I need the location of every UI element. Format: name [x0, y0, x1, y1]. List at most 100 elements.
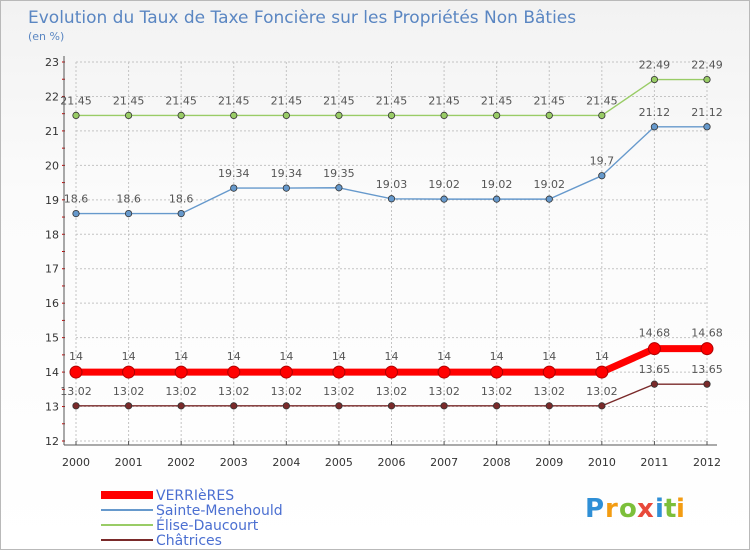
- data-point: [387, 111, 396, 120]
- y-tick-label: 16: [45, 297, 59, 310]
- y-tick-label: 13: [45, 401, 59, 414]
- x-tick-label: 2012: [693, 456, 721, 469]
- logo-letter: o: [619, 494, 637, 524]
- data-point: [387, 402, 396, 410]
- data-label: 18.6: [64, 193, 89, 206]
- data-label: 14: [490, 350, 504, 363]
- data-point: [650, 380, 659, 388]
- data-point: [650, 75, 659, 84]
- data-point: [647, 342, 661, 356]
- data-label: 18.6: [169, 193, 194, 206]
- data-point: [335, 111, 343, 120]
- data-label: 13.02: [534, 385, 566, 398]
- data-point: [545, 402, 553, 410]
- data-label: 21.45: [271, 94, 303, 107]
- data-label: 13.65: [639, 363, 671, 376]
- data-label: 14.68: [639, 327, 671, 340]
- data-label: 19.02: [481, 178, 513, 191]
- data-label: 13.02: [428, 385, 460, 398]
- data-label: 14: [332, 350, 346, 363]
- data-point: [230, 111, 238, 120]
- data-label: 21.45: [323, 94, 355, 107]
- data-point: [124, 111, 133, 120]
- data-label: 13.02: [113, 385, 145, 398]
- data-point: [437, 365, 451, 379]
- logo-letter: i: [676, 494, 685, 524]
- data-label: 13.02: [271, 385, 303, 398]
- data-label: 21.45: [376, 94, 408, 107]
- data-label: 19.35: [323, 167, 355, 180]
- data-point: [177, 402, 185, 410]
- data-labels: 13.02 13.02 13.02 13.02 13.02 13.02 13.02 13.02…: [60, 59, 723, 398]
- data-label: 19.02: [428, 178, 460, 191]
- data-point: [385, 365, 398, 379]
- data-point: [493, 111, 501, 120]
- x-tick-label: 2005: [325, 456, 353, 469]
- x-tick-label: 2011: [640, 456, 668, 469]
- x-tick-label: 2009: [535, 456, 563, 469]
- legend-label-3: Élise-Daucourt: [156, 517, 259, 534]
- data-point: [230, 402, 238, 410]
- data-label: 21.12: [639, 106, 671, 119]
- data-point: [279, 365, 293, 379]
- y-tick-label: 12: [45, 435, 59, 448]
- logo-letter: x: [637, 494, 654, 524]
- data-point: [650, 123, 659, 131]
- data-label: 14: [122, 350, 136, 363]
- y-axis-unit-label: (en %): [28, 30, 64, 43]
- data-point: [72, 111, 80, 120]
- data-label: 22.49: [639, 59, 671, 72]
- data-label: 19.34: [271, 167, 303, 180]
- y-tick-label: 17: [45, 263, 59, 276]
- x-tick-label: 2007: [430, 456, 458, 469]
- data-point: [440, 111, 448, 120]
- data-point: [174, 365, 188, 379]
- data-label: 13.02: [165, 385, 197, 398]
- x-tick-label: 2010: [588, 456, 616, 469]
- data-point: [493, 195, 501, 203]
- data-point: [440, 402, 448, 410]
- data-label: 13.02: [323, 385, 355, 398]
- data-label: 14: [437, 350, 451, 363]
- data-label: 21.45: [113, 94, 145, 107]
- data-point: [335, 402, 343, 410]
- data-point: [440, 195, 448, 203]
- legend: VERRIèRESSainte-MenehouldÉlise-DaucourtC…: [101, 488, 283, 549]
- data-point: [230, 184, 238, 192]
- data-label: 21.45: [481, 94, 513, 107]
- x-tick-label: 2004: [272, 456, 300, 469]
- y-tick-label: 23: [45, 56, 59, 69]
- data-label: 14: [595, 350, 609, 363]
- data-label: 14: [69, 350, 83, 363]
- data-label: 14: [279, 350, 293, 363]
- logo-letter: i: [655, 494, 664, 524]
- data-point: [124, 210, 133, 218]
- data-point: [703, 75, 711, 84]
- data-point: [72, 210, 80, 218]
- data-label: 21.45: [428, 94, 460, 107]
- data-label: 19.03: [376, 178, 408, 191]
- logo-letter: t: [664, 494, 676, 524]
- y-tick-label: 14: [45, 366, 59, 379]
- data-point: [227, 365, 241, 379]
- data-label: 21.45: [165, 94, 197, 107]
- data-point: [598, 111, 606, 120]
- data-label: 14: [174, 350, 188, 363]
- x-tick-label: 2000: [62, 456, 90, 469]
- data-point: [598, 402, 606, 410]
- legend-label-1: VERRIèRES: [156, 488, 234, 504]
- axes: 12 13 14 15 16 17 18 19 20 21 22 23 2000 2001 2002 2003…: [45, 56, 721, 469]
- data-label: 14: [227, 350, 241, 363]
- data-point: [124, 402, 133, 410]
- data-point: [335, 184, 343, 192]
- x-tick-label: 2003: [220, 456, 248, 469]
- data-label: 14: [542, 350, 556, 363]
- data-point: [122, 365, 136, 379]
- data-point: [282, 111, 290, 120]
- data-label: 14: [385, 350, 399, 363]
- data-point: [595, 365, 609, 379]
- data-point: [72, 402, 80, 410]
- data-point: [542, 365, 556, 379]
